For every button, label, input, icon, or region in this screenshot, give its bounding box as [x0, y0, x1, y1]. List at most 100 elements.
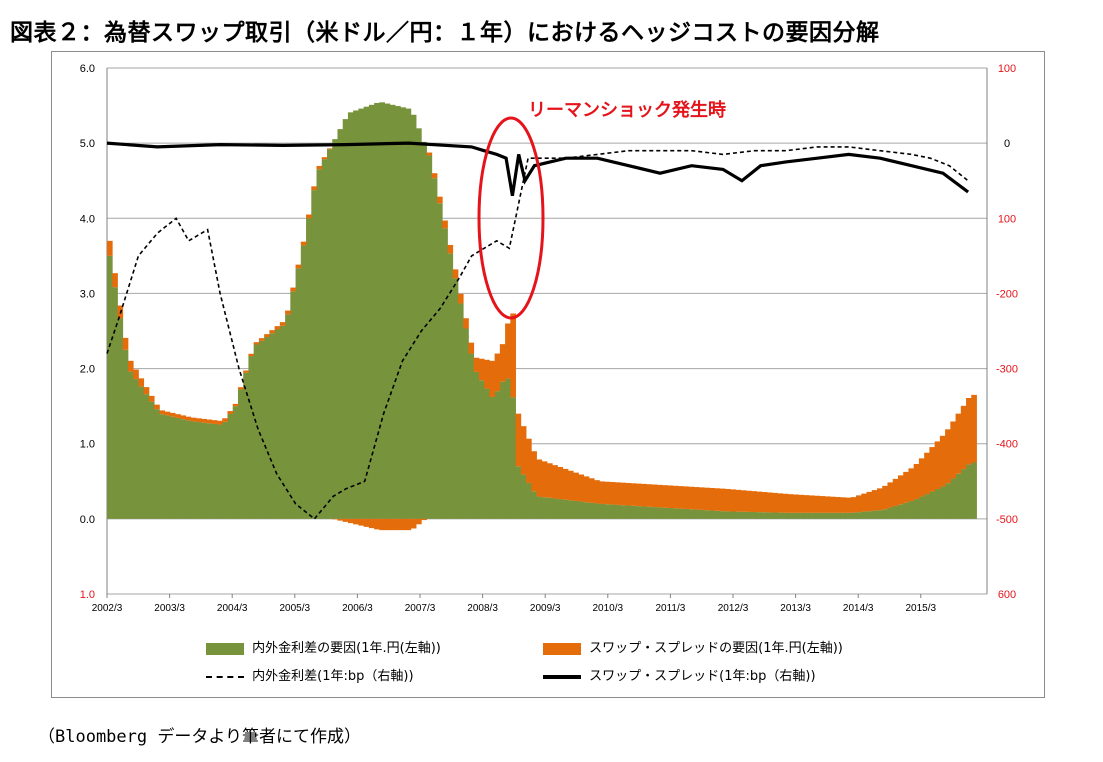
- x-tick-label: 2007/3: [405, 603, 436, 614]
- bar-swap-spread: [478, 358, 485, 381]
- bar-interest-diff: [395, 106, 401, 519]
- bar-interest-diff: [866, 511, 873, 519]
- bar-swap-spread: [892, 478, 899, 506]
- bar-swap-spread: [499, 344, 506, 382]
- bar-swap-spread: [856, 495, 862, 513]
- bar-interest-diff: [850, 512, 857, 519]
- bar-interest-diff: [966, 464, 972, 519]
- bar-interest-diff: [190, 421, 197, 519]
- legend-item-interest-diff-factor: 内外金利差の要因(1年.円(左軸)): [206, 637, 441, 656]
- bar-interest-diff: [368, 104, 375, 519]
- bar-interest-diff: [421, 141, 427, 519]
- left-axis-tick: 1.0: [80, 589, 95, 601]
- bar-swap-spread: [735, 489, 742, 512]
- bar-swap-spread: [143, 387, 150, 395]
- bar-interest-diff: [725, 511, 731, 519]
- bar-swap-spread: [311, 186, 317, 191]
- x-tick-label: 2005/3: [280, 603, 311, 614]
- bar-interest-diff: [374, 102, 380, 519]
- bar-swap-spread: [945, 429, 951, 484]
- bar-swap-spread: [609, 482, 616, 505]
- bar-interest-diff: [871, 510, 878, 519]
- bar-interest-diff: [829, 512, 836, 519]
- bar-swap-spread: [662, 485, 668, 508]
- bar-interest-diff: [510, 397, 516, 519]
- bar-swap-spread: [374, 518, 380, 530]
- bar-swap-spread: [808, 495, 815, 513]
- bar-interest-diff: [929, 491, 936, 519]
- bar-swap-spread: [363, 518, 370, 527]
- bar-swap-spread: [159, 410, 166, 415]
- bar-interest-diff: [578, 501, 585, 519]
- x-tick-label: 2008/3: [467, 603, 498, 614]
- bar-swap-spread: [248, 353, 255, 357]
- bar-swap-spread: [588, 478, 595, 503]
- bar-swap-spread: [274, 326, 281, 330]
- bar-interest-diff: [143, 394, 150, 519]
- bar-interest-diff: [489, 396, 496, 519]
- bar-interest-diff: [913, 499, 920, 519]
- bar-interest-diff: [379, 102, 386, 519]
- bar-swap-spread: [510, 313, 516, 398]
- bar-interest-diff: [154, 409, 160, 519]
- bar-swap-spread: [379, 518, 386, 531]
- bar-interest-diff: [751, 512, 757, 519]
- bar-interest-diff: [903, 502, 909, 519]
- bar-interest-diff: [169, 416, 176, 519]
- bar-interest-diff: [761, 512, 768, 519]
- bar-interest-diff: [588, 502, 595, 519]
- bar-swap-spread: [279, 322, 286, 326]
- bar-swap-spread: [452, 269, 459, 279]
- bar-interest-diff: [127, 371, 134, 519]
- bar-swap-spread: [457, 293, 464, 304]
- bar-swap-spread: [269, 330, 276, 334]
- bar-interest-diff: [300, 245, 307, 519]
- bar-interest-diff: [258, 340, 265, 519]
- bar-interest-diff: [405, 108, 412, 519]
- right-axis-tick: -500: [996, 514, 1018, 526]
- bar-interest-diff: [688, 509, 695, 519]
- bar-interest-diff: [316, 169, 323, 519]
- bar-interest-diff: [541, 497, 548, 519]
- x-tick-label: 2011/3: [655, 603, 685, 614]
- bar-swap-spread: [950, 421, 956, 479]
- left-axis-tick: 6.0: [80, 63, 95, 75]
- bar-interest-diff: [615, 504, 621, 519]
- bar-swap-spread: [164, 411, 171, 416]
- bar-interest-diff: [232, 406, 239, 519]
- bar-interest-diff: [237, 389, 244, 519]
- bar-interest-diff: [662, 507, 668, 519]
- bar-interest-diff: [698, 509, 705, 519]
- bar-interest-diff: [526, 482, 532, 519]
- legend-swatch-solid: [543, 674, 581, 679]
- bar-swap-spread: [285, 310, 291, 315]
- bar-interest-diff: [803, 512, 810, 519]
- bar-interest-diff: [772, 512, 778, 519]
- bar-interest-diff: [468, 353, 475, 519]
- right-axis-tick: 600: [998, 589, 1016, 601]
- bar-swap-spread: [421, 518, 427, 521]
- bar-interest-diff: [447, 253, 454, 519]
- bar-swap-spread: [746, 490, 752, 512]
- bar-swap-spread: [772, 492, 778, 513]
- bar-swap-spread: [185, 416, 192, 421]
- bar-swap-spread: [437, 196, 443, 204]
- bar-swap-spread: [955, 413, 962, 474]
- bar-swap-spread: [253, 342, 260, 345]
- bar-interest-diff: [248, 356, 255, 519]
- bar-swap-spread: [431, 173, 438, 179]
- legend-swatch-dashed: [206, 675, 244, 678]
- bar-swap-spread: [384, 518, 391, 531]
- bar-interest-diff: [646, 506, 653, 519]
- bar-swap-spread: [646, 484, 653, 507]
- x-tick-label: 2006/3: [342, 603, 373, 614]
- bar-interest-diff: [358, 108, 365, 519]
- bar-swap-spread: [201, 418, 207, 423]
- bar-swap-spread: [966, 398, 972, 465]
- bar-swap-spread: [368, 518, 375, 529]
- bar-swap-spread: [122, 337, 129, 350]
- bar-swap-spread: [918, 458, 925, 497]
- bar-interest-diff: [442, 228, 448, 519]
- source-note: （Bloomberg データより筆者にて作成）: [38, 727, 362, 747]
- x-tick-label: 2004/3: [217, 603, 248, 614]
